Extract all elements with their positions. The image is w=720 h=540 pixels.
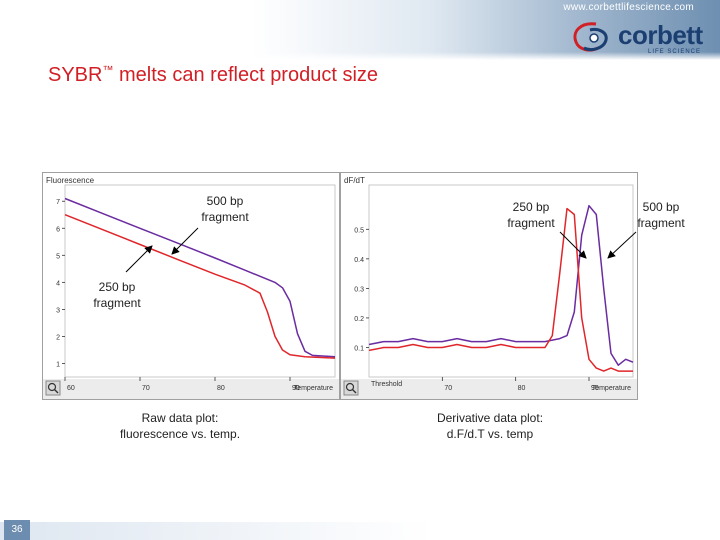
title-text-rest: melts can reflect product size xyxy=(113,64,379,86)
caption-derivative-line2: d.F/d.T vs. temp xyxy=(446,427,534,441)
raw-chart-x-tick-label: 90 xyxy=(292,385,300,392)
title-trademark: ™ xyxy=(102,64,114,77)
footer-band xyxy=(0,522,720,540)
slide-title: SYBR™ melts can reflect product size xyxy=(48,64,378,87)
annotation-right-250: 250 bp fragment xyxy=(494,199,568,231)
derivative-chart-series-250bp-line xyxy=(368,207,633,372)
raw-chart-y-tick-label: 6 xyxy=(56,226,60,233)
derivative-chart-x-tick-label: 90 xyxy=(591,385,599,392)
raw-chart-x-tick-label: 80 xyxy=(217,385,225,392)
raw-chart-y-tick-label: 5 xyxy=(56,253,60,260)
derivative-chart-y-tick-label: 0.3 xyxy=(354,286,364,293)
caption-raw-line2: fluorescence vs. temp. xyxy=(119,427,241,441)
raw-chart-zoom-icon[interactable] xyxy=(45,380,61,396)
derivative-chart-y-tick-label: 0.5 xyxy=(354,227,364,234)
annotation-right-250-line2: fragment xyxy=(507,216,555,230)
annotation-left-250-line2: fragment xyxy=(93,296,141,310)
raw-chart-series-250bp-line xyxy=(64,214,336,359)
raw-chart-y-tick-label: 4 xyxy=(56,280,60,287)
raw-chart-y-tick-label: 1 xyxy=(56,361,60,368)
caption-derivative: Derivative data plot: d.F/d.T vs. temp xyxy=(400,410,580,442)
title-text: SYBR xyxy=(48,64,103,86)
annotation-left-250-line1: 250 bp xyxy=(98,280,136,294)
annotation-right-500-line2: fragment xyxy=(637,216,685,230)
derivative-chart-series-500bp-line xyxy=(368,204,634,366)
raw-chart-x-tick-label: 60 xyxy=(67,385,75,392)
annotation-right-500-line1: 500 bp xyxy=(642,200,680,214)
derivative-chart-zoom-icon[interactable] xyxy=(343,380,359,396)
annotation-right-250-line1: 250 bp xyxy=(512,200,550,214)
raw-chart-x-tick-label: 70 xyxy=(142,385,150,392)
raw-chart-y-tick-label: 3 xyxy=(56,307,60,314)
raw-chart-y-axis-label: Fluorescence xyxy=(46,176,95,185)
raw-chart-axis-strip xyxy=(43,379,339,399)
website-url[interactable]: www.corbettlifescience.com xyxy=(563,2,694,13)
derivative-chart-y-tick-label: 0.1 xyxy=(354,345,364,352)
derivative-chart-x-axis-label: Temperature xyxy=(592,385,631,392)
page-number: 36 xyxy=(4,520,30,540)
annotation-right-500: 500 bp fragment xyxy=(624,199,698,231)
annotation-left-500-line1: 500 bp xyxy=(206,194,244,208)
raw-chart-series-500bp-line xyxy=(64,197,336,358)
logo-wordmark: corbett xyxy=(618,20,703,50)
derivative-chart-y-tick-label: 0.2 xyxy=(354,316,364,323)
raw-chart-y-tick-label: 2 xyxy=(56,334,60,341)
caption-raw-line1: Raw data plot: xyxy=(141,411,219,425)
derivative-chart-y-axis-label: dF/dT xyxy=(344,176,365,185)
logo-mark-icon xyxy=(573,22,608,52)
derivative-chart-y-tick-label: 0.4 xyxy=(354,257,364,264)
derivative-chart-x-tick-label: 80 xyxy=(518,385,526,392)
corbett-logo: corbett LIFE SCIENCE xyxy=(568,18,708,58)
raw-chart-x-axis-label: Temperature xyxy=(294,385,333,392)
caption-derivative-line1: Derivative data plot: xyxy=(436,411,544,425)
annotation-left-250: 250 bp fragment xyxy=(80,279,154,311)
caption-raw-data: Raw data plot: fluorescence vs. temp. xyxy=(90,410,270,442)
derivative-chart-x-tick-label: 70 xyxy=(444,385,452,392)
raw-data-chart-panel: Fluorescence 1 2 3 4 5 6 7 60 70 80 90 Temperature xyxy=(42,172,340,400)
derivative-chart-threshold-label: Threshold xyxy=(371,381,402,388)
derivative-chart-axis-strip xyxy=(341,379,637,399)
raw-chart-y-tick-label: 7 xyxy=(56,199,60,206)
annotation-left-500-line2: fragment xyxy=(201,210,249,224)
annotation-left-500: 500 bp fragment xyxy=(188,193,262,225)
derivative-chart-panel: dF/dT 0.1 0.2 0.3 0.4 0.5 70 80 90 Temperature Thr… xyxy=(340,172,638,400)
logo-subtitle: LIFE SCIENCE xyxy=(648,49,702,55)
